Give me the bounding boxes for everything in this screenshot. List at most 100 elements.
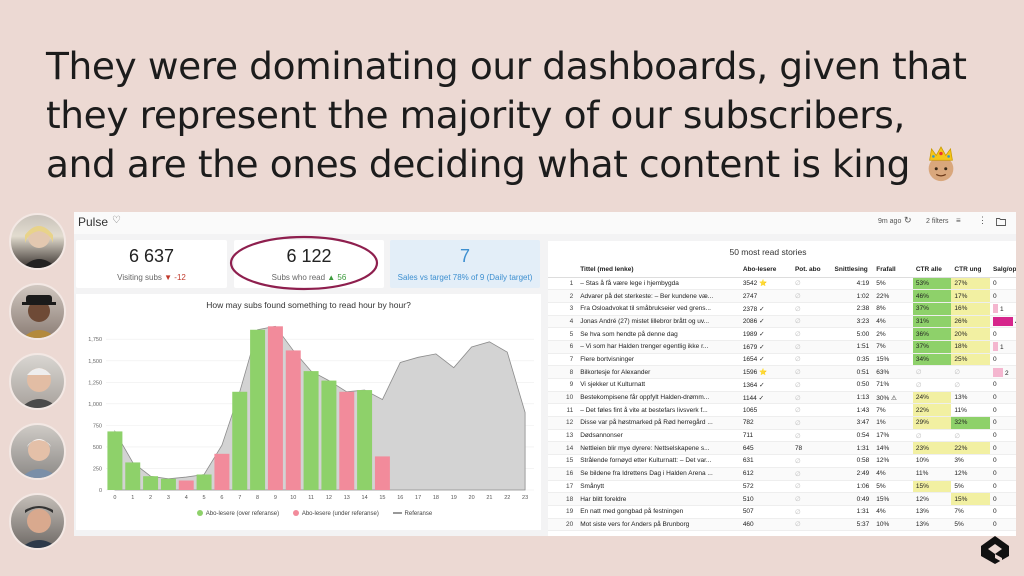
sales-value: 0	[992, 444, 997, 452]
table-row[interactable]: 14 Nettleien blir mye dyrere: Nettselskap…	[548, 441, 1016, 456]
sales-cell: 0	[989, 378, 1016, 392]
table-row[interactable]: 18 Har blitt foreldre 510 ∅ 0:49 15% 12% 15% 0	[548, 492, 1016, 506]
story-title-link[interactable]: – Vi som har Halden trenger egentlig ikk…	[577, 340, 740, 354]
column-header[interactable]: Tittel (med lenke)	[577, 263, 740, 278]
bar-under-reference	[178, 480, 194, 490]
column-header[interactable]: CTR alle	[912, 263, 952, 278]
x-tick-label: 19	[451, 495, 457, 501]
heart-icon[interactable]: ♡	[112, 215, 121, 226]
table-row[interactable]: 13 Dødsannonser 711 ∅ 0:54 17% ∅ ∅ 0	[548, 429, 1016, 443]
table-row[interactable]: 6– Vi som har Halden trenger egentlig ik…	[548, 340, 1016, 354]
table-row[interactable]: 12 Disse var på høstmarked på Rød herregå…	[548, 416, 1016, 430]
top-stories-table: Tittel (med lenke) Abo-lesere Pot. abo Snit…	[548, 263, 1016, 532]
table-row[interactable]: 15 Strålende fornøyd etter Kulturnatt: – …	[548, 454, 1016, 468]
story-title-link[interactable]: – Det føles fint å vite at bestefars liv…	[577, 403, 740, 418]
x-tick-label: 0	[113, 495, 116, 501]
table-row[interactable]: 9 Vi sjekker ut Kulturnatt 1364 ✓ ∅ 0:50 71% ∅…	[548, 378, 1016, 392]
table-row[interactable]: 16 Se bildene fra Idrettens Dag i Halden …	[548, 467, 1016, 481]
abo-readers-cell: 507	[739, 505, 792, 519]
ctr-young-cell: 32%	[951, 416, 990, 430]
story-title-link[interactable]: Advarer på det sterkeste: – Ber kundene …	[577, 289, 740, 303]
filters-label[interactable]: 2 filters	[926, 218, 949, 225]
table-row[interactable]: 17 Smånytt 572 ∅ 1:06 5% 15% 5% 0	[548, 480, 1016, 494]
table-row[interactable]: 19 En natt med gongbad på festningen 507 ∅ 1…	[548, 505, 1016, 519]
story-title-link[interactable]: En natt med gongbad på festningen	[577, 505, 740, 519]
story-title-link[interactable]: Jonas André (27) mistet lillebror brått …	[577, 315, 740, 329]
ctr-young-cell: ∅	[951, 378, 990, 392]
kpi-sales-vs-target: 7 Sales vs target 78% of 9 (Daily target…	[390, 240, 540, 288]
avatar-4	[9, 423, 66, 480]
story-title-link[interactable]: Mot siste vers for Anders på Brunborg	[577, 518, 740, 532]
filter-icon[interactable]: ≡	[956, 216, 961, 225]
column-header[interactable]: Salg/oppg	[989, 263, 1016, 278]
column-header[interactable]: CTR ung	[951, 263, 990, 278]
sales-value: 0	[992, 355, 997, 363]
story-title-link[interactable]: Disse var på høstmarked på Rød herregård…	[577, 416, 740, 430]
table-row[interactable]: 10 Bestekompisene får oppfylt Halden-drøm…	[548, 391, 1016, 405]
avg-read-cell: 1:43	[831, 403, 874, 418]
dropoff-cell: 4%	[873, 467, 913, 481]
story-title-link[interactable]: Se hva som hendte på denne dag	[577, 327, 740, 341]
pot-abo-cell: ∅	[791, 365, 832, 379]
table-row[interactable]: 3 Fra Osloadvokat til småbrukseier ved gr…	[548, 302, 1016, 316]
column-header[interactable]: Snittlesing	[831, 263, 874, 278]
refresh-icon[interactable]: ↻	[904, 215, 912, 225]
sales-cell: 0	[989, 518, 1016, 532]
dashboard-topbar: Pulse ♡ 9m ago ↻ 2 filters ≡ ⋮	[74, 212, 1016, 234]
story-title-link[interactable]: Fra Osloadvokat til småbrukseier ved gre…	[577, 302, 740, 316]
story-title-link[interactable]: Bestekompisene får oppfylt Halden-drømm.…	[577, 391, 740, 405]
kpi-value: 7	[459, 246, 470, 266]
x-tick-label: 21	[486, 495, 492, 501]
column-header[interactable]: Pot. abo	[791, 263, 832, 278]
x-tick-label: 23	[522, 495, 528, 501]
story-title-link[interactable]: Dødsannonser	[577, 429, 740, 443]
column-header[interactable]	[548, 263, 578, 278]
table-row[interactable]: 7 Flere bortvisninger 1654 ✓ ∅ 0:35 15% 34% 25%…	[548, 353, 1016, 367]
story-title-link[interactable]: Nettleien blir mye dyrere: Nettselskapen…	[577, 441, 740, 456]
ctr-young-cell: 5%	[951, 518, 990, 532]
table-row[interactable]: 20 Mot siste vers for Anders på Brunborg 4…	[548, 518, 1016, 532]
abo-readers-cell: 1989 ✓	[739, 327, 792, 341]
ctr-all-cell: 37%	[912, 340, 952, 354]
story-title-link[interactable]: Bilkortesje for Alexander	[577, 365, 740, 379]
story-title-link[interactable]: Har blitt foreldre	[577, 492, 740, 506]
table-row[interactable]: 5 Se hva som hendte på denne dag 1989 ✓ ∅ 5:…	[548, 327, 1016, 341]
pot-abo-cell: ∅	[791, 378, 832, 392]
pot-abo-cell: ∅	[791, 277, 832, 291]
more-icon[interactable]: ⋮	[978, 215, 987, 225]
pot-abo-cell: ∅	[791, 391, 832, 405]
sales-cell: 0	[989, 492, 1016, 506]
legend-swatch-under	[292, 510, 299, 516]
story-title-link[interactable]: Flere bortvisninger	[577, 353, 740, 367]
bar-over-reference	[107, 431, 123, 490]
story-title-link[interactable]: Smånytt	[577, 480, 740, 494]
folder-icon[interactable]	[996, 217, 1006, 226]
ctr-all-cell: 13%	[912, 518, 952, 532]
pot-abo-cell: ∅	[791, 289, 832, 303]
avg-read-cell: 0:35	[831, 353, 874, 367]
dropoff-cell: 10%	[873, 518, 913, 532]
table-row[interactable]: 1– Stas å få være lege i hjembygda 3542 ⭐…	[548, 277, 1016, 291]
table-row[interactable]: 2 Advarer på det sterkeste: – Ber kundene…	[548, 289, 1016, 303]
legend-under: Abo-lesere (under referanse)	[301, 511, 379, 517]
story-title-link[interactable]: – Stas å få være lege i hjembygda	[577, 277, 740, 291]
story-title-link[interactable]: Se bildene fra Idrettens Dag i Halden Ar…	[577, 467, 740, 481]
story-title-link[interactable]: Strålende fornøyd etter Kulturnatt: – De…	[577, 454, 740, 468]
kpi-label: Sales vs target 78% of 9 (Daily target)	[397, 273, 533, 282]
story-title-link[interactable]: Vi sjekker ut Kulturnatt	[577, 378, 740, 392]
y-tick-label: 250	[93, 466, 102, 472]
column-header[interactable]: Abo-lesere	[739, 263, 792, 278]
table-row[interactable]: 11– Det føles fint å vite at bestefars l…	[548, 403, 1016, 418]
person-icon	[21, 506, 58, 548]
table-row[interactable]: 8 Bilkortesje for Alexander 1596 ⭐ ∅ 0:51 63%…	[548, 365, 1016, 379]
ctr-all-cell: 11%	[912, 467, 952, 481]
chart-legend: Abo-lesere (over referanse) Abo-lesere (…	[76, 510, 541, 517]
table-row[interactable]: 4 Jonas André (27) mistet lillebror brått…	[548, 315, 1016, 329]
column-header[interactable]: Frafall	[873, 263, 913, 278]
dropoff-cell: 2%	[873, 327, 913, 341]
top-stories-table-card: 50 most read stories Tittel (med lenke) A…	[548, 241, 1016, 536]
row-rank: 14	[548, 441, 578, 456]
avg-read-cell: 0:54	[831, 429, 874, 443]
sales-cell: 0	[989, 441, 1016, 456]
